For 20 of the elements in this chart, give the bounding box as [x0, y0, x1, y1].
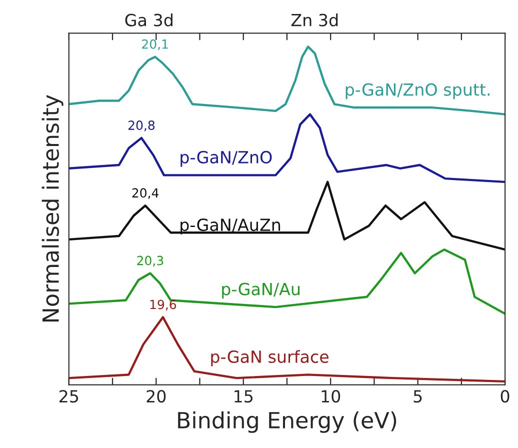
annotation: 20,4: [132, 188, 159, 199]
x-tick-label: 20: [146, 390, 166, 403]
x-tick-label: 5: [414, 390, 422, 403]
series-label: p-GaN/ZnO: [180, 150, 272, 167]
x-tick-label: 10: [322, 390, 340, 403]
series-label: p-GaN/Au: [222, 282, 300, 299]
series-label: p-GaN/AuZn: [180, 218, 280, 234]
annotation: 19,6: [150, 300, 176, 310]
text: Zn 3d: [291, 14, 338, 26]
annotation: 20,1: [142, 39, 168, 50]
x-tick-label: 25: [60, 390, 78, 403]
series-label: p-GaN/ZnO sputt.: [346, 83, 490, 100]
x-tick-label: 0: [500, 390, 510, 403]
series-label: p-GaN surface: [211, 350, 328, 366]
x-axis-title: Binding Energy (eV): [178, 411, 396, 433]
text: Ga 3d: [125, 14, 172, 26]
x-tick-label: 15: [234, 390, 253, 403]
y-axis-title: Normalised intensity: [42, 94, 64, 322]
annotation: 20,8: [128, 120, 155, 132]
annotation: 20,3: [137, 256, 164, 267]
